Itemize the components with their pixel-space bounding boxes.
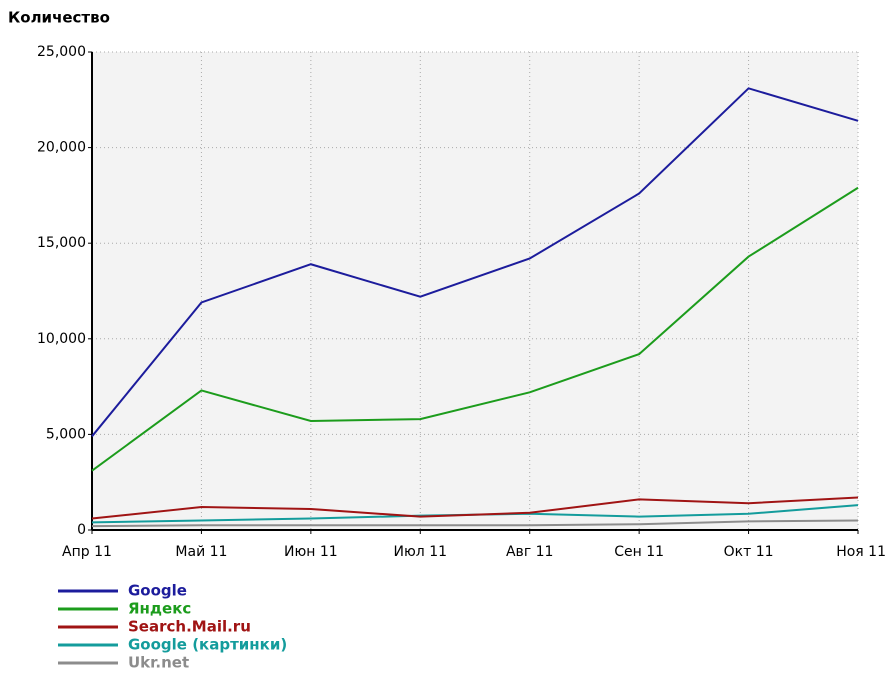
- y-tick-label: 5,000: [46, 426, 86, 442]
- legend-label: Яндекс: [128, 600, 191, 618]
- x-tick-label: Июл 11: [394, 544, 447, 560]
- chart-title: Количество: [8, 9, 110, 27]
- series-line: [91, 496, 859, 520]
- x-tick-label: Апр 11: [62, 544, 112, 560]
- series-line: [91, 87, 859, 437]
- x-tick-label: Окт 11: [724, 544, 774, 560]
- y-tick-label: 25,000: [37, 44, 86, 60]
- x-tick-label: Ноя 11: [836, 544, 886, 560]
- y-tick-label: 0: [77, 522, 86, 538]
- legend-label: Ukr.net: [128, 654, 189, 672]
- series-line: [91, 519, 859, 528]
- series-line: [91, 186, 859, 472]
- legend-label: Google: [128, 582, 187, 600]
- y-tick-label: 10,000: [37, 331, 86, 347]
- y-tick-label: 20,000: [37, 140, 86, 156]
- y-tick-label: 15,000: [37, 235, 86, 251]
- x-tick-label: Май 11: [175, 544, 227, 560]
- x-tick-label: Сен 11: [614, 544, 664, 560]
- legend-label: Search.Mail.ru: [128, 618, 251, 636]
- legend-label: Google (картинки): [128, 636, 287, 654]
- x-tick-label: Авг 11: [506, 544, 553, 560]
- plot-area: [92, 52, 858, 530]
- x-tick-label: Июн 11: [284, 544, 338, 560]
